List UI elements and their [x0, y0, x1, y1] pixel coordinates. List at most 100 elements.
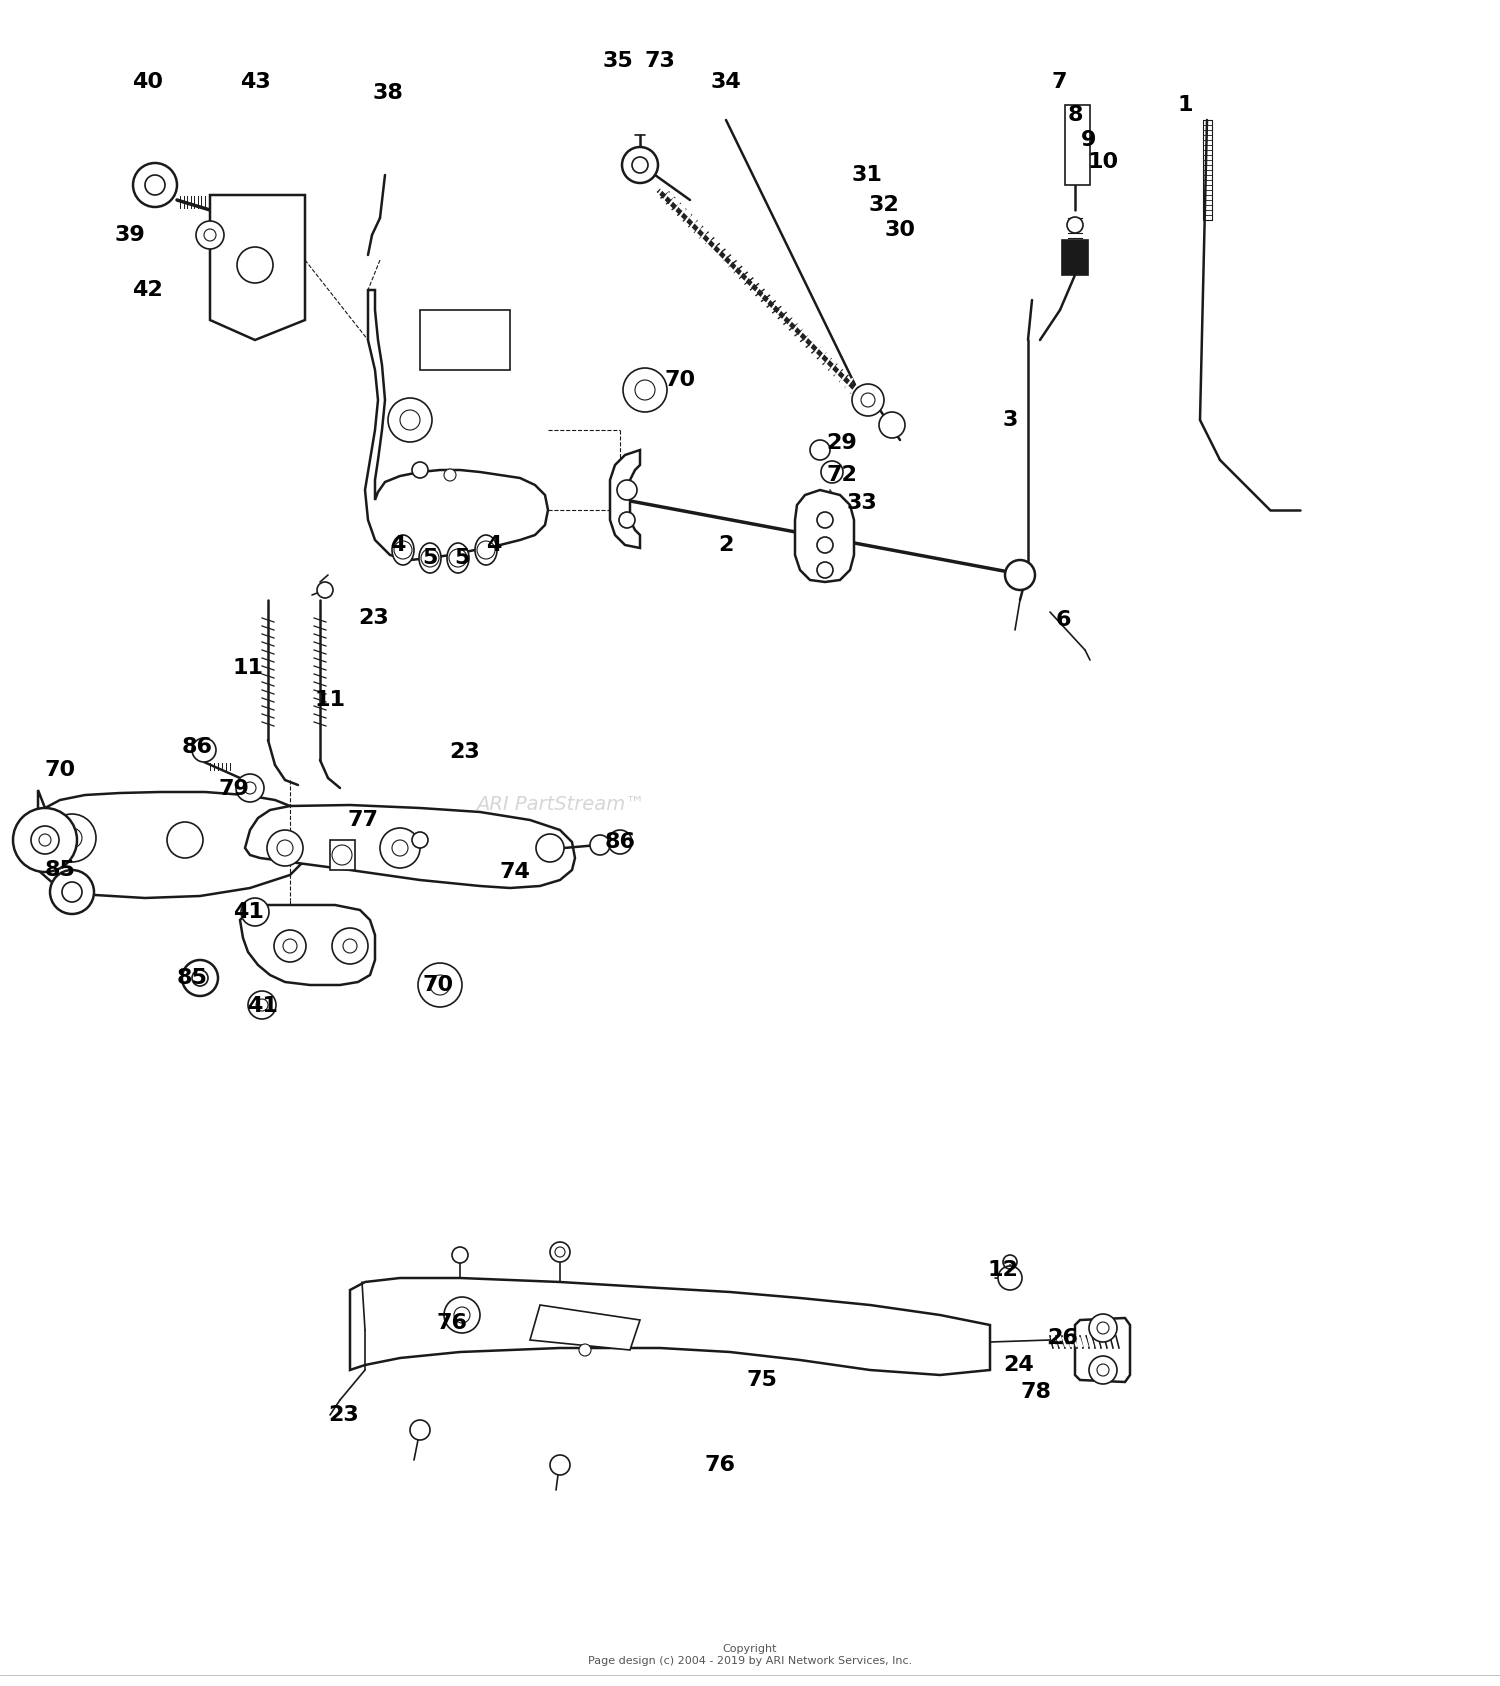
Circle shape [146, 175, 165, 196]
Text: 31: 31 [852, 165, 882, 185]
Text: 85: 85 [45, 860, 75, 880]
Circle shape [608, 830, 631, 855]
Circle shape [632, 157, 648, 174]
Circle shape [413, 462, 428, 479]
Text: 70: 70 [423, 975, 453, 995]
Text: 40: 40 [132, 72, 164, 93]
Circle shape [1089, 1356, 1118, 1384]
Polygon shape [1065, 105, 1090, 185]
Text: 75: 75 [747, 1371, 777, 1389]
Text: 70: 70 [45, 760, 75, 781]
Circle shape [616, 481, 638, 501]
Polygon shape [795, 491, 853, 582]
Circle shape [413, 831, 428, 848]
Circle shape [392, 840, 408, 856]
Circle shape [634, 379, 656, 400]
Ellipse shape [392, 534, 414, 565]
Circle shape [1005, 560, 1035, 590]
Ellipse shape [447, 543, 470, 573]
Text: 2: 2 [718, 534, 734, 555]
Text: 74: 74 [500, 862, 531, 882]
Text: 1: 1 [1178, 94, 1192, 115]
Polygon shape [1062, 239, 1088, 275]
Circle shape [477, 541, 495, 560]
Text: 11: 11 [315, 690, 345, 710]
Text: 29: 29 [827, 433, 858, 454]
Text: 78: 78 [1020, 1383, 1052, 1403]
Polygon shape [240, 905, 375, 985]
Text: 76: 76 [436, 1313, 468, 1334]
Polygon shape [530, 1305, 640, 1350]
Circle shape [452, 1248, 468, 1263]
Circle shape [50, 870, 94, 914]
Text: 86: 86 [182, 737, 213, 757]
Circle shape [316, 582, 333, 599]
Circle shape [256, 1000, 268, 1012]
Circle shape [284, 939, 297, 953]
Circle shape [62, 882, 82, 902]
Polygon shape [1076, 1318, 1130, 1383]
Text: 38: 38 [372, 83, 404, 103]
Circle shape [134, 164, 177, 207]
Circle shape [1089, 1313, 1118, 1342]
Polygon shape [350, 1278, 990, 1376]
Circle shape [1096, 1322, 1108, 1334]
Circle shape [332, 927, 368, 964]
Text: 23: 23 [358, 609, 390, 627]
Circle shape [810, 440, 830, 460]
Circle shape [48, 814, 96, 862]
Text: 24: 24 [1004, 1356, 1035, 1376]
Circle shape [182, 959, 218, 996]
Circle shape [192, 738, 216, 762]
Text: 72: 72 [827, 465, 858, 486]
Circle shape [818, 513, 833, 528]
Circle shape [237, 248, 273, 283]
Text: 10: 10 [1088, 152, 1119, 172]
Circle shape [388, 398, 432, 442]
Polygon shape [330, 840, 356, 870]
Circle shape [410, 1420, 430, 1440]
Text: 77: 77 [348, 809, 378, 830]
Text: 76: 76 [705, 1455, 735, 1475]
Circle shape [192, 969, 208, 986]
Text: 43: 43 [240, 72, 270, 93]
Circle shape [879, 411, 904, 438]
Text: 5: 5 [423, 548, 438, 568]
Circle shape [166, 823, 202, 858]
Circle shape [852, 384, 883, 416]
Text: 9: 9 [1082, 130, 1096, 150]
Circle shape [332, 845, 352, 865]
Text: 26: 26 [1047, 1329, 1078, 1349]
Polygon shape [244, 804, 574, 889]
Text: 3: 3 [1002, 410, 1017, 430]
Text: 73: 73 [645, 51, 675, 71]
Text: 33: 33 [846, 492, 877, 513]
Text: 41: 41 [246, 996, 278, 1017]
Polygon shape [364, 290, 548, 560]
Circle shape [344, 939, 357, 953]
Circle shape [274, 931, 306, 963]
Circle shape [1096, 1364, 1108, 1376]
Text: 8: 8 [1068, 105, 1083, 125]
Circle shape [555, 1248, 566, 1258]
Circle shape [444, 1297, 480, 1334]
Polygon shape [610, 450, 640, 548]
Text: 70: 70 [664, 369, 696, 389]
Polygon shape [38, 791, 308, 899]
Text: 6: 6 [1056, 610, 1071, 631]
Circle shape [400, 410, 420, 430]
Circle shape [380, 828, 420, 868]
Text: 5: 5 [454, 548, 470, 568]
Circle shape [430, 975, 450, 995]
Circle shape [13, 808, 76, 872]
Circle shape [1066, 217, 1083, 233]
Circle shape [444, 469, 456, 481]
Text: 23: 23 [328, 1404, 360, 1425]
Text: 34: 34 [711, 72, 741, 93]
Circle shape [590, 835, 610, 855]
Text: 4: 4 [390, 534, 405, 555]
Text: 4: 4 [486, 534, 501, 555]
Text: 39: 39 [114, 224, 146, 244]
Ellipse shape [476, 534, 496, 565]
Circle shape [454, 1307, 470, 1324]
